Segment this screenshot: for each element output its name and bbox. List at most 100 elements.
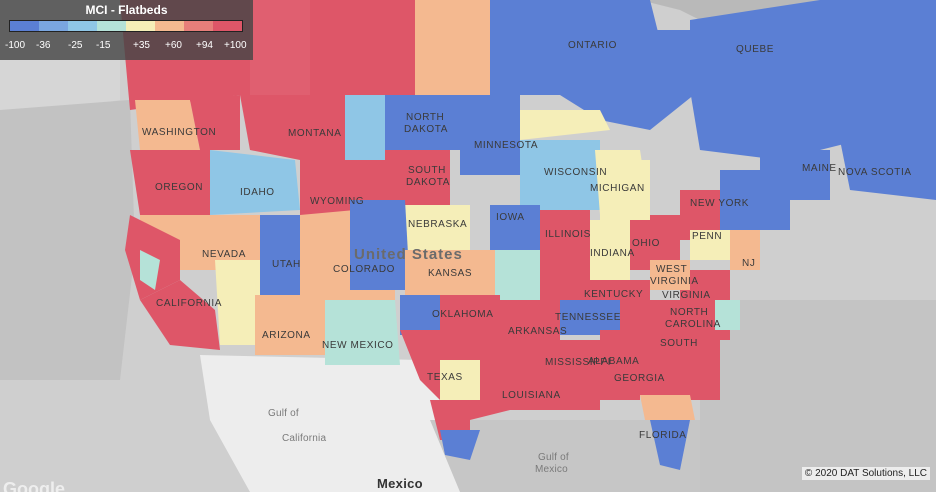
label-idaho: IDAHO <box>240 187 275 198</box>
region-california <box>140 280 220 350</box>
region-ca-coast <box>140 250 160 290</box>
legend-tick-5: +35 <box>133 40 150 51</box>
region-south-dakota <box>385 150 450 205</box>
region-iowa <box>490 205 540 250</box>
label-minnesota: MINNESOTA <box>474 140 539 151</box>
legend-tick-2: -36 <box>36 40 51 51</box>
label-tennessee: TENNESSEE <box>555 312 621 323</box>
legend-swatch-3 <box>68 21 97 31</box>
label-michigan: MICHIGAN <box>590 183 645 194</box>
label-quebec: QUEBE <box>736 44 775 55</box>
label-south-dakota-1: SOUTH <box>408 165 446 176</box>
label-nevada: NEVADA <box>202 249 246 260</box>
region-idaho <box>210 150 300 215</box>
legend-tick-4: -15 <box>96 40 111 51</box>
region-washington <box>135 100 200 150</box>
region-mississippi <box>600 330 640 400</box>
region-lower-michigan <box>600 160 650 220</box>
legend-tick-6: +60 <box>165 40 182 51</box>
label-oklahoma: OKLAHOMA <box>432 309 494 320</box>
region-louisiana <box>540 340 600 410</box>
region-montana-w <box>240 95 345 160</box>
region-north-dakota <box>385 95 460 150</box>
region-missouri <box>540 250 590 300</box>
region-ne-colorado <box>350 200 410 290</box>
region-wyoming-s <box>300 210 360 235</box>
legend-tick-7: +94 <box>196 40 213 51</box>
region-ontario <box>560 30 720 130</box>
legend-tick-1: -100 <box>5 40 26 51</box>
label-wyoming: WYOMING <box>310 196 365 207</box>
label-washington: WASHINGTON <box>142 127 217 138</box>
region-penn-w <box>680 190 730 240</box>
region-indiana <box>590 220 630 280</box>
label-california: CALIFORNIA <box>156 298 223 309</box>
region-west-virginia <box>650 260 690 290</box>
region-nj <box>730 230 760 270</box>
label-ontario: ONTARIO <box>568 40 618 51</box>
label-nj: NJ <box>742 258 756 269</box>
label-south-carolina: SOUTH <box>660 338 698 349</box>
label-united-states: United States <box>354 246 463 263</box>
region-montana-e <box>345 95 385 160</box>
legend-swatch-7 <box>184 21 213 31</box>
region-georgia <box>680 330 720 400</box>
label-georgia: GEORGIA <box>614 373 665 384</box>
region-s-nevada <box>215 260 260 345</box>
region-tennessee <box>620 300 680 330</box>
label-gulf-california-1: Gulf of <box>268 408 299 419</box>
region-florida <box>650 420 690 470</box>
google-logo: Google <box>3 479 65 492</box>
label-iowa: IOWA <box>496 212 525 223</box>
pacific-ocean <box>0 100 135 380</box>
label-penn: PENN <box>692 231 723 242</box>
map-copyright: © 2020 DAT Solutions, LLC <box>801 467 930 480</box>
label-gulf-mexico-1: Gulf of <box>538 452 569 463</box>
label-florida: FLORIDA <box>639 430 687 441</box>
label-ohio: OHIO <box>632 238 660 249</box>
legend-title: MCI - Flatbeds <box>85 3 168 17</box>
legend-swatch-5 <box>126 21 155 31</box>
label-west-virginia-2: VIRGINIA <box>650 276 699 287</box>
legend-swatch-2 <box>39 21 68 31</box>
label-north-carolina-1: NORTH <box>670 307 709 318</box>
label-arkansas: ARKANSAS <box>508 326 568 337</box>
region-e-washington <box>190 95 240 150</box>
region-arizona <box>255 295 330 355</box>
legend-swatch-6 <box>155 21 184 31</box>
region-kansas <box>405 250 495 295</box>
legend-swatch-8 <box>213 21 242 31</box>
label-gulf-california-2: California <box>282 433 327 444</box>
region-oregon <box>130 150 210 215</box>
label-louisiana: LOUISIANA <box>502 390 561 401</box>
label-new-york: NEW YORK <box>690 198 750 209</box>
region-alabama <box>640 330 680 395</box>
label-wisconsin: WISCONSIN <box>544 167 608 178</box>
label-colorado: COLORADO <box>333 264 396 275</box>
mexico-land <box>200 355 480 492</box>
region-illinois <box>540 210 590 250</box>
region-upper-mi <box>520 110 610 140</box>
region-e-kansas <box>495 250 540 300</box>
region-fl-panhandle <box>640 395 695 420</box>
region-virginia <box>680 270 730 300</box>
region-utah <box>260 215 300 295</box>
legend-color-scale <box>9 20 243 32</box>
legend-swatch-4 <box>97 21 126 31</box>
atlantic-ocean <box>700 300 936 492</box>
label-kansas: KANSAS <box>428 268 473 279</box>
region-tennessee-w <box>560 300 620 335</box>
legend-tick-3: -25 <box>68 40 83 51</box>
label-texas: TEXAS <box>427 372 463 383</box>
label-montana: MONTANA <box>288 128 342 139</box>
gulf-of-mexico-water <box>430 420 700 492</box>
region-ohio <box>630 215 680 270</box>
label-virginia: VIRGINIA <box>662 290 711 301</box>
region-saskatchewan <box>415 0 490 95</box>
label-mississippi: MISSISSIPPI <box>545 357 612 368</box>
region-minnesota <box>460 95 520 175</box>
region-texas-panhandle <box>400 295 440 335</box>
legend-swatch-1 <box>10 21 39 31</box>
